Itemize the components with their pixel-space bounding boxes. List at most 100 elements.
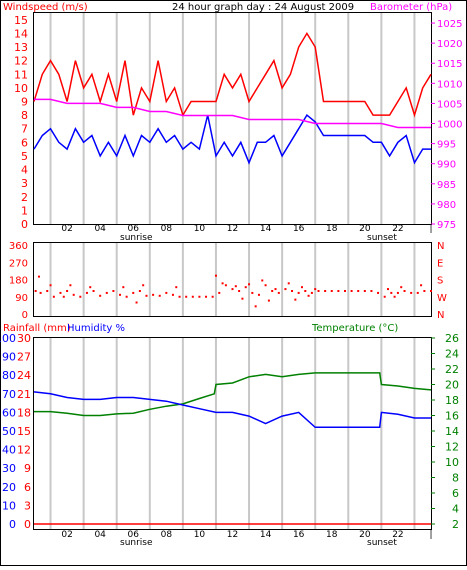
direction-degree-ticks: 0 90 180 270 360 (9, 241, 28, 321)
windspeed-tick-label: 3 (21, 177, 28, 190)
time-tick-label: 12 (227, 530, 238, 540)
temperature-tick-label: 16 (445, 410, 459, 423)
sunrise-annotation-bottom: sunrise (120, 538, 153, 548)
barometer-line (34, 98, 431, 129)
rainfall-tick-label: 18 (17, 406, 31, 419)
direction-point (158, 294, 161, 297)
direction-point (396, 291, 399, 294)
time-tick-label: 04 (94, 530, 106, 540)
direction-point (420, 284, 423, 287)
direction-point (291, 290, 294, 292)
direction-point (251, 291, 254, 294)
temperature-tick-label: 12 (445, 441, 459, 454)
direction-point (393, 295, 396, 298)
direction-point (175, 286, 178, 289)
direction-point (410, 291, 413, 294)
direction-point (221, 282, 224, 285)
barometer-tick-label: 975 (437, 220, 456, 231)
direction-point (284, 288, 287, 291)
direction-point (119, 293, 122, 296)
time-tick-label: 12 (227, 224, 238, 234)
direction-compass-label: N (437, 310, 444, 321)
direction-point (92, 290, 95, 292)
windspeed-tick-label: 9 (21, 95, 28, 108)
direction-point (377, 291, 380, 294)
temperature-tick-label: 14 (445, 425, 459, 438)
direction-point (244, 286, 247, 289)
direction-point (277, 291, 280, 294)
time-tick-label: 18 (326, 530, 338, 540)
time-tick-label: 08 (161, 224, 173, 234)
time-tick-label: 06 (128, 530, 140, 540)
windspeed-tick-label: 11 (14, 68, 28, 81)
barometer-axis-ticks: 975 980 985 990 995 1000 1005 1010 1015 1020 1025 (431, 19, 462, 231)
barometer-tick-label: 985 (437, 180, 456, 191)
direction-point (132, 291, 135, 294)
direction-points (34, 274, 432, 308)
barometer-tick-label: 1000 (437, 120, 462, 131)
direction-point (46, 290, 49, 292)
barometer-tick-label: 1025 (437, 19, 462, 30)
direction-gridlines (49, 243, 416, 316)
humidity-tick-label: 20 (2, 481, 16, 494)
direction-point (350, 290, 353, 292)
barometer-tick-label: 1010 (437, 79, 462, 90)
wind-plot-area (33, 12, 432, 225)
time-tick-label: 16 (293, 530, 305, 540)
temperature-tick-label: 10 (445, 456, 459, 469)
humidity-tick-label: 90 (2, 351, 16, 364)
temperature-tick-label: 6 (452, 487, 459, 500)
rainfall-tick-label: 12 (17, 444, 31, 457)
time-tick-label: 10 (194, 530, 206, 540)
direction-point (49, 284, 52, 287)
rainfall-tick-label: 30 (17, 332, 31, 345)
sunset-annotation: sunset (367, 233, 397, 243)
temperature-tick-label: 24 (445, 348, 459, 361)
direction-degree-label: 0 (22, 310, 28, 321)
direction-point (423, 290, 426, 292)
direction-point (72, 293, 75, 296)
direction-point (403, 290, 406, 292)
time-tick-label: 22 (392, 530, 403, 540)
direction-point (34, 290, 37, 292)
time-tick-label: 10 (194, 224, 206, 234)
temperature-plot-area (33, 337, 432, 530)
direction-point (287, 282, 290, 285)
direction-point (234, 285, 237, 288)
humidity-tick-label: 30 (2, 462, 16, 475)
direction-point (99, 294, 102, 297)
direction-point (261, 279, 264, 282)
direction-point (69, 284, 72, 287)
time-tick-label: 04 (94, 224, 106, 234)
direction-point (430, 290, 432, 292)
wind-series (33, 31, 432, 165)
windspeed-tick-label: 8 (21, 109, 28, 122)
humidity-tick-label: 80 (2, 369, 16, 382)
barometer-tick-label: 995 (437, 140, 456, 151)
windspeed-tick-label: 12 (14, 55, 28, 68)
humidity-axis-label: Humidity % (67, 323, 125, 334)
rainfall-tick-label: 9 (24, 462, 31, 475)
windspeed-tick-label: 13 (14, 41, 28, 54)
direction-point (241, 297, 244, 300)
time-tick-label: | (429, 224, 432, 234)
direction-compass-label: W (437, 293, 447, 304)
time-tick-label: | (429, 530, 432, 540)
temperature-axis-label: Temperature (°C) (311, 323, 398, 334)
humidity-tick-label: 70 (2, 388, 16, 401)
temperature-line (34, 372, 432, 417)
direction-compass-label: E (437, 258, 443, 269)
direction-point (85, 291, 88, 294)
direction-point (337, 290, 340, 292)
time-tick-label: 18 (326, 224, 338, 234)
direction-point (198, 295, 201, 298)
barometer-tick-label: 1015 (437, 59, 462, 70)
direction-point (214, 274, 217, 277)
direction-point (390, 291, 393, 294)
rainfall-tick-label: 21 (17, 388, 31, 401)
temperature-tick-label: 2 (452, 518, 459, 531)
windspeed-tick-label: 10 (14, 82, 28, 95)
direction-point (257, 293, 260, 296)
direction-point (297, 291, 300, 294)
rainfall-tick-label: 3 (24, 499, 31, 512)
